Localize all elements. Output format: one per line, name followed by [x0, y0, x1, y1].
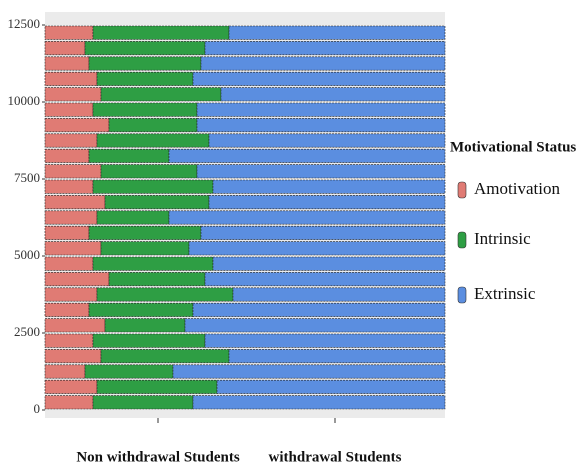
bar-segment	[88, 148, 170, 163]
bar-segment	[204, 41, 446, 56]
bar-segment	[104, 318, 186, 333]
bar-segment	[100, 87, 222, 102]
bar-segment	[44, 256, 94, 271]
bar-segment	[88, 56, 202, 71]
bar-segment	[172, 364, 446, 379]
bar-segment	[208, 195, 446, 210]
bar-segment	[92, 256, 214, 271]
bar-segment	[192, 71, 446, 86]
bar-segment	[192, 395, 446, 410]
y-tick-label: 12500	[8, 16, 41, 31]
legend-key	[457, 231, 467, 249]
y-tick-label: 0	[34, 401, 41, 416]
bar-segment	[44, 87, 102, 102]
bar-segment	[44, 333, 94, 348]
bar-segment	[84, 364, 174, 379]
bar-segment	[44, 56, 90, 71]
bar-segment	[96, 210, 170, 225]
bar-segment	[44, 364, 86, 379]
bar-segment	[232, 287, 446, 302]
bar-segment	[44, 287, 98, 302]
bar-segment	[44, 349, 102, 364]
bar-segment	[228, 25, 446, 40]
bar-segment	[88, 225, 202, 240]
bar-segment	[96, 287, 234, 302]
y-tick-label: 2500	[14, 324, 40, 339]
y-tick-label: 10000	[8, 93, 41, 108]
bar-segment	[168, 148, 446, 163]
bar-segment	[44, 241, 102, 256]
bar-segment	[216, 379, 446, 394]
bar-segment	[44, 225, 90, 240]
bar-segment	[44, 272, 110, 287]
bar-segment	[44, 148, 90, 163]
bar-segment	[104, 195, 210, 210]
bar-segment	[200, 225, 446, 240]
bar-segment	[188, 241, 446, 256]
bar-segment	[92, 333, 206, 348]
bar-segment	[208, 133, 446, 148]
bar-segment	[44, 318, 106, 333]
legend-label: Intrinsic	[474, 229, 531, 248]
bar-segment	[100, 349, 230, 364]
bar-segment	[108, 118, 198, 133]
legend-key	[457, 181, 467, 199]
bar-segment	[220, 87, 446, 102]
y-tick-label: 5000	[14, 247, 40, 262]
bar-segment	[44, 179, 94, 194]
bar-segment	[212, 256, 446, 271]
bar-segment	[44, 118, 110, 133]
bar-segment	[84, 41, 206, 56]
bar-segment	[212, 179, 446, 194]
bar-segment	[88, 302, 194, 317]
bar-segment	[44, 164, 102, 179]
bar-segment	[44, 395, 94, 410]
bar-segment	[196, 164, 446, 179]
bar-segment	[196, 118, 446, 133]
legend-label: Amotivation	[474, 179, 560, 198]
bar-segment	[100, 164, 198, 179]
bar-segment	[44, 195, 106, 210]
x-tick-label: withdrawal Students	[269, 449, 402, 465]
bar-segment	[92, 179, 214, 194]
bar-segment	[204, 333, 446, 348]
bar-segment	[196, 102, 446, 117]
x-tick-label: Non withdrawal Students	[76, 449, 240, 465]
legend-title: Motivational Status	[450, 139, 576, 155]
bar-segment	[44, 133, 98, 148]
bar-segment	[96, 133, 210, 148]
bar-segment	[96, 379, 218, 394]
bar-segment	[168, 210, 446, 225]
bar-segment	[44, 25, 94, 40]
bar-segment	[44, 102, 94, 117]
bar-segment	[100, 241, 190, 256]
bar-segment	[44, 210, 98, 225]
legend-label: Extrinsic	[474, 284, 536, 303]
bar-segment	[184, 318, 446, 333]
bar-segment	[108, 272, 206, 287]
bar-segment	[44, 41, 86, 56]
bar-segment	[228, 349, 446, 364]
bar-segment	[204, 272, 446, 287]
legend-key	[457, 286, 467, 304]
bar-segment	[92, 25, 230, 40]
bar-segment	[92, 395, 194, 410]
y-tick-label: 7500	[14, 170, 40, 185]
bar-segment	[192, 302, 446, 317]
bar-segment	[92, 102, 198, 117]
bar-segment	[44, 302, 90, 317]
bar-segment	[44, 379, 98, 394]
bar-segment	[200, 56, 446, 71]
bar-segment	[44, 71, 98, 86]
bar-segment	[96, 71, 194, 86]
